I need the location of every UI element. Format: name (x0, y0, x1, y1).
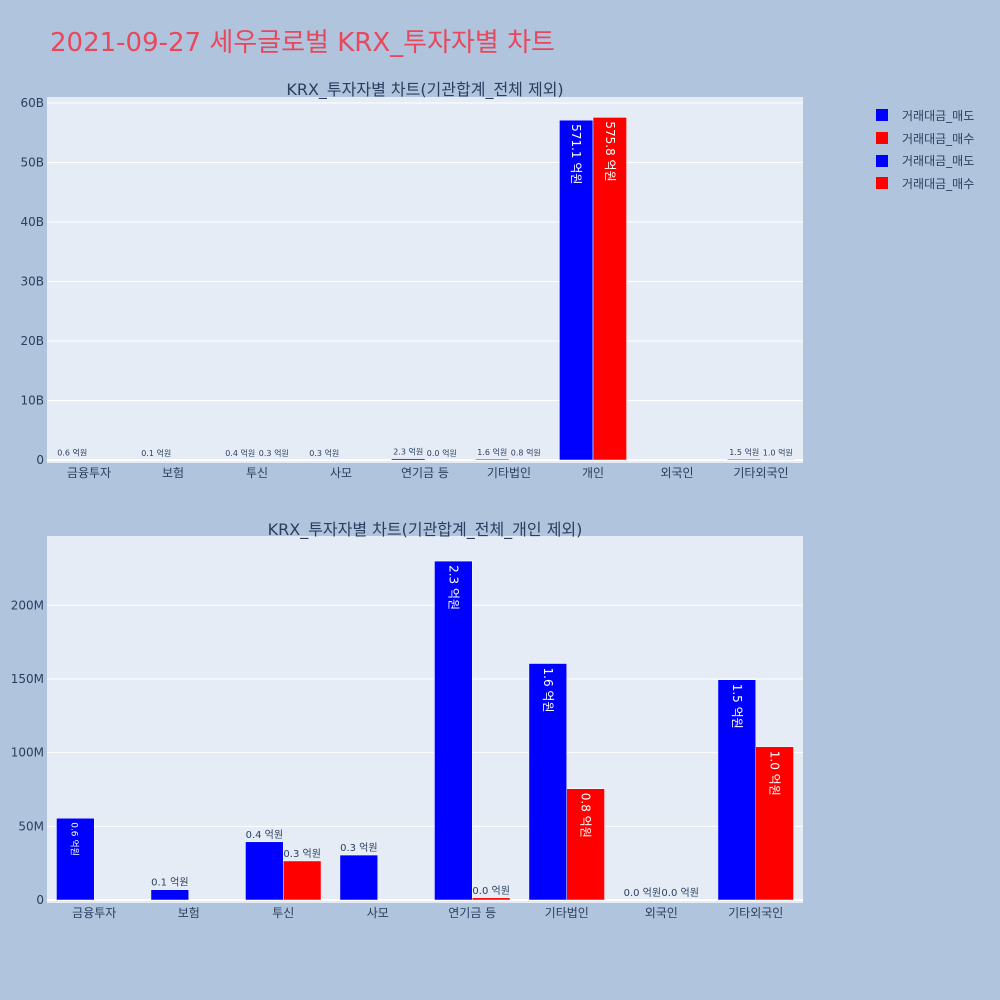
data-label: 0.3 억원 (259, 448, 289, 458)
legend-item[interactable]: 거래대금_매도 (876, 104, 974, 127)
data-label: 0.8 억원 (579, 793, 593, 838)
x-tick-label: 기타외국인 (728, 906, 783, 920)
plot-area (47, 536, 803, 903)
data-label: 575.8 억원 (603, 121, 617, 181)
y-tick-label: 100M (11, 746, 44, 760)
data-label: 0.1 억원 (151, 877, 188, 889)
data-label: 0.6 억원 (68, 822, 80, 856)
y-tick-label: 20B (20, 334, 44, 348)
x-tick-label: 개인 (582, 466, 604, 480)
data-label: 1.5 억원 (729, 447, 759, 457)
y-tick-label: 0 (36, 893, 44, 907)
bar (339, 854, 379, 901)
x-tick-label: 투신 (246, 466, 268, 480)
data-label: 0.0 억원 (472, 885, 509, 897)
data-label: 0.3 억원 (309, 448, 339, 458)
bar (727, 458, 762, 461)
data-label: 1.0 억원 (768, 751, 782, 796)
bar (755, 746, 794, 901)
bar (566, 788, 605, 901)
legend-swatch (876, 109, 888, 122)
legend-label: 거래대금_매도 (902, 154, 975, 169)
chart-title: KRX_투자자별 차트(기관합계_전체 제외) (286, 80, 563, 100)
bar (283, 860, 322, 901)
data-label: 1.6 억원 (477, 447, 507, 457)
x-tick-label: 사모 (330, 466, 352, 480)
x-tick-label: 기타법인 (545, 906, 589, 920)
legend-label: 거래대금_매수 (902, 131, 975, 146)
y-tick-label: 50B (20, 155, 44, 169)
bar (528, 663, 568, 901)
y-tick-label: 40B (20, 215, 44, 229)
y-tick-label: 30B (20, 274, 44, 288)
data-label: 0.4 억원 (246, 829, 283, 841)
legend-swatch (876, 154, 888, 167)
x-tick-label: 투신 (272, 906, 294, 920)
y-tick-label: 10B (20, 393, 44, 407)
x-tick-label: 사모 (367, 906, 389, 920)
data-label: 1.5 억원 (730, 684, 744, 729)
data-label: 0.0 억원 (661, 887, 698, 899)
data-label: 1.0 억원 (763, 447, 793, 457)
legend: 거래대금_매도 거래대금_매수 거래대금_매도 거래대금_매수 (876, 104, 974, 195)
page-title: 2021-09-27 세우글로벌 KRX_투자자별 차트 (50, 28, 555, 58)
bar (150, 889, 189, 901)
y-tick-label: 60B (20, 96, 44, 110)
plot-area (47, 97, 803, 463)
data-label: 0.3 억원 (340, 842, 377, 854)
data-label: 0.1 억원 (141, 448, 171, 458)
data-label: 571.1 억원 (569, 124, 583, 184)
bar (472, 897, 511, 901)
x-tick-label: 외국인 (645, 906, 678, 920)
data-label: 1.6 억원 (541, 668, 555, 713)
bar (559, 119, 594, 461)
bar (434, 560, 473, 901)
x-tick-label: 연기금 등 (401, 466, 449, 480)
bar (391, 458, 426, 461)
bar (592, 117, 627, 461)
legend-swatch (876, 177, 888, 190)
data-label: 0.8 억원 (511, 448, 541, 458)
legend-item[interactable]: 거래대금_매도 (876, 149, 974, 172)
x-tick-label: 연기금 등 (448, 906, 496, 920)
chart-title: KRX_투자자별 차트(기관합계_전체_개인 제외) (268, 520, 583, 540)
bar (245, 841, 284, 901)
y-tick-label: 0 (36, 453, 44, 467)
data-label: 0.0 억원 (427, 448, 457, 458)
x-tick-label: 금융투자 (72, 906, 116, 920)
x-tick-label: 보험 (178, 906, 200, 920)
data-label: 2.3 억원 (393, 447, 423, 457)
x-tick-label: 외국인 (660, 466, 693, 480)
legend-label: 거래대금_매수 (902, 176, 975, 191)
x-tick-label: 기타외국인 (733, 466, 788, 480)
x-tick-label: 금융투자 (67, 466, 111, 480)
bar (717, 679, 757, 901)
data-label: 0.4 억원 (225, 448, 255, 458)
data-label: 2.3 억원 (446, 565, 460, 610)
bar (760, 459, 795, 461)
data-label: 0.0 억원 (624, 887, 661, 899)
y-tick-label: 200M (11, 598, 44, 612)
x-tick-label: 보험 (162, 466, 184, 480)
bar (475, 458, 510, 461)
legend-item[interactable]: 거래대금_매수 (876, 127, 974, 150)
x-tick-label: 기타법인 (487, 466, 531, 480)
legend-label: 거래대금_매도 (902, 108, 975, 123)
bar (56, 817, 95, 901)
y-tick-label: 150M (11, 672, 44, 686)
data-label: 0.6 억원 (57, 448, 87, 458)
y-tick-label: 50M (18, 819, 44, 833)
legend-swatch (876, 132, 888, 145)
data-label: 0.3 억원 (283, 848, 320, 860)
legend-item[interactable]: 거래대금_매수 (876, 172, 974, 195)
